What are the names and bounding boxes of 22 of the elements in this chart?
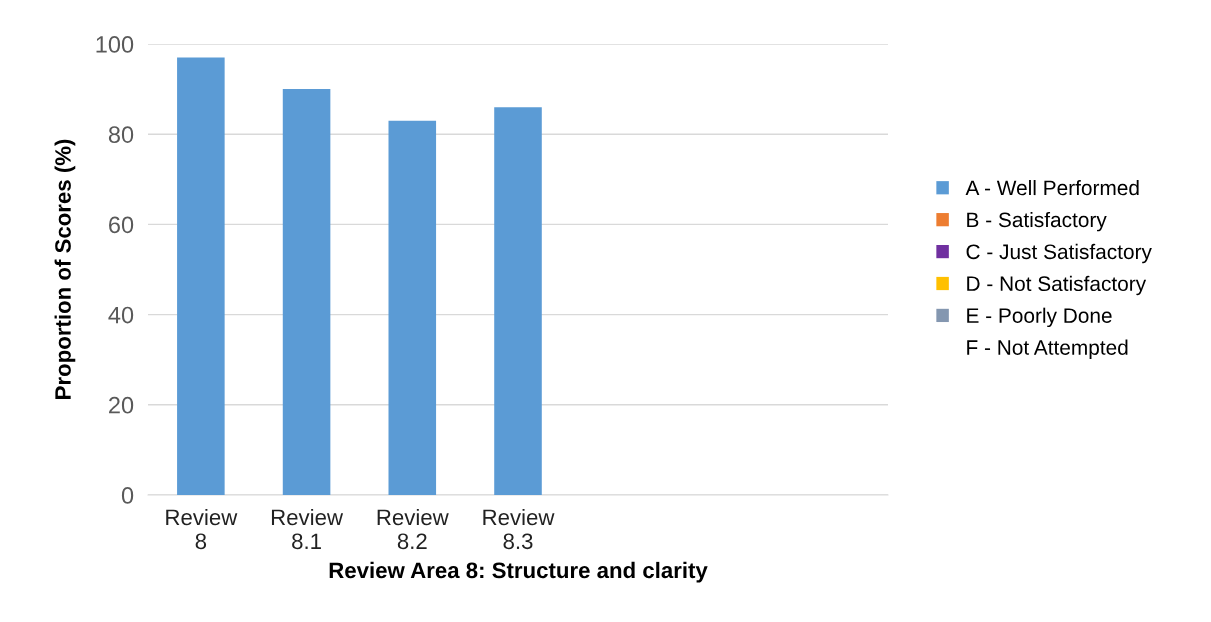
bar: [494, 107, 542, 495]
x-axis-title: Review Area 8: Structure and clarity: [329, 561, 708, 583]
y-tick-label: 20: [109, 396, 134, 414]
y-tick-label: 100: [96, 36, 134, 53]
x-tick-label: Review 8.1: [271, 508, 344, 550]
legend-label: B - Satisfactory: [967, 211, 1107, 232]
x-tick-label: Review 8: [166, 508, 238, 550]
bar: [177, 57, 225, 495]
x-tick-label: Review 8.2: [377, 508, 449, 550]
legend-label: C - Just Satisfactory: [966, 243, 1152, 264]
bar: [388, 120, 437, 495]
y-tick-label: 80: [108, 126, 134, 143]
y-axis-title: Proportion of Scores (%): [54, 139, 76, 399]
y-tick-label: 60: [109, 216, 134, 234]
text: F - Not Attempted: [967, 339, 1128, 360]
legend-label: A - Well Performed: [965, 179, 1139, 196]
y-tick-label: 0: [121, 487, 134, 504]
bar: [282, 89, 331, 495]
legend-label: D - Not Satisfactory: [967, 275, 1147, 296]
legend-label: E - Poorly Done: [967, 307, 1112, 328]
y-tick-label: 40: [108, 306, 134, 324]
x-tick-label: Review 8.3: [483, 508, 555, 550]
